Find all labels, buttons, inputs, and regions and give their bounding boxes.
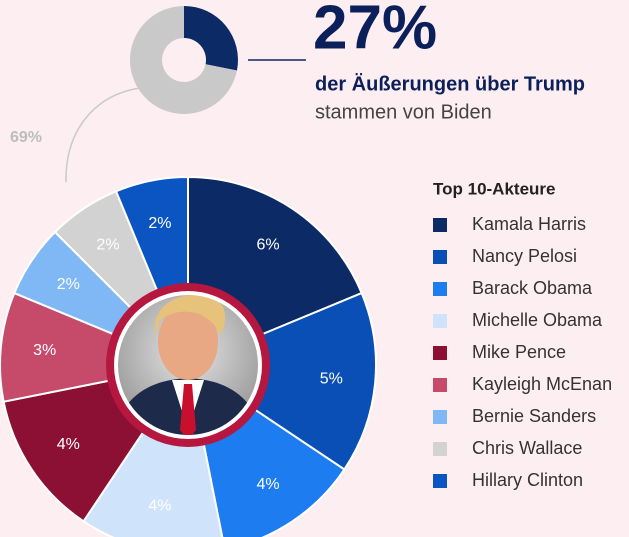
- legend-swatch: [433, 378, 447, 392]
- legend-label: Kayleigh McEnan: [472, 374, 612, 394]
- headline-value: 27%: [313, 0, 437, 62]
- portrait: [106, 283, 270, 447]
- legend-swatch: [433, 410, 447, 424]
- legend-label: Michelle Obama: [472, 310, 603, 330]
- segment-label: 2%: [148, 215, 171, 232]
- legend-label: Nancy Pelosi: [472, 246, 577, 266]
- small-donut-label: 69%: [10, 129, 42, 146]
- segment-label: 2%: [57, 276, 80, 293]
- headline-subtext: stammen von Biden: [315, 101, 492, 123]
- legend-label: Barack Obama: [472, 278, 593, 298]
- segment-label: 4%: [57, 436, 80, 453]
- tie: [180, 384, 196, 435]
- legend-swatch: [433, 346, 447, 360]
- hair: [154, 295, 226, 335]
- small-donut: [129, 6, 238, 115]
- segment-label: 4%: [256, 476, 279, 493]
- legend: Kamala Harris Nancy Pelosi Barack Obama Mic…: [433, 214, 612, 490]
- connector-arc: [65, 87, 141, 183]
- legend-swatch: [433, 474, 447, 488]
- donut-segment: [129, 6, 237, 115]
- legend-swatch: [433, 250, 447, 264]
- legend-label: Mike Pence: [472, 342, 566, 362]
- legend-title: Top 10-Akteure: [433, 179, 556, 198]
- headline-text: der Äußerungen über Trump: [315, 72, 585, 95]
- segment-label: 2%: [96, 236, 119, 253]
- donut-segment: [184, 6, 238, 71]
- legend-swatch: [433, 314, 447, 328]
- legend-label: Kamala Harris: [472, 214, 586, 234]
- segment-label: 6%: [256, 236, 279, 253]
- legend-swatch: [433, 218, 447, 232]
- main-donut: 6% 5% 4% 4% 4% 3% 2% 2% 2%: [0, 175, 377, 537]
- segment-label: 4%: [148, 497, 171, 514]
- legend-label: Hillary Clinton: [472, 470, 583, 490]
- legend-label: Bernie Sanders: [472, 406, 596, 426]
- legend-swatch: [433, 442, 447, 456]
- segment-label: 3%: [33, 342, 56, 359]
- face: [158, 304, 218, 380]
- legend-label: Chris Wallace: [472, 438, 582, 458]
- legend-swatch: [433, 282, 447, 296]
- segment-label: 5%: [320, 370, 343, 387]
